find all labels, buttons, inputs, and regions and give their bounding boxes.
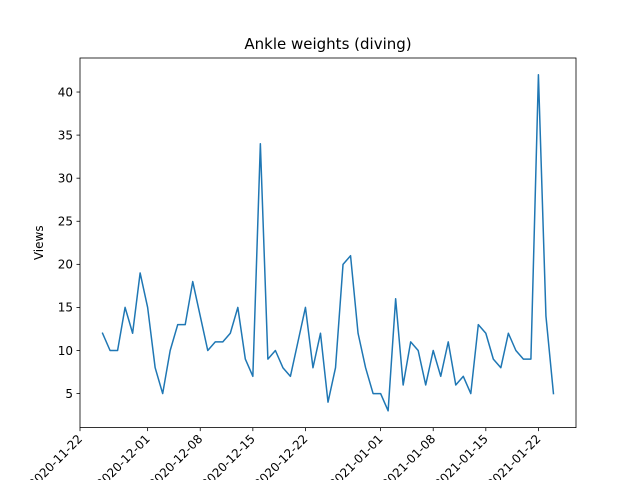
series-layer — [101, 74, 555, 412]
y-tick-label: 35 — [58, 128, 73, 142]
x-tick-label: 2021-01-08 — [379, 432, 438, 480]
plot-frame — [79, 57, 577, 429]
x-tick-label: 2021-01-15 — [432, 432, 491, 480]
x-tick-label: 2020-12-22 — [251, 432, 310, 480]
chart-title: Ankle weights (diving) — [244, 35, 411, 53]
x-tick-label: 2020-12-15 — [199, 432, 258, 480]
x-tick-label: 2020-11-22 — [26, 432, 85, 480]
x-tick-label: 2020-12-08 — [146, 432, 205, 480]
y-tick-label: 30 — [58, 171, 73, 185]
x-tick-label: 2021-01-01 — [327, 432, 386, 480]
x-tick-label: 2021-01-22 — [484, 432, 543, 480]
y-tick-label: 20 — [58, 258, 73, 272]
x-tick-label: 2020-12-01 — [94, 432, 153, 480]
x-axis-ticks: 2020-11-22 2020-12-012020-12-082020-12-15… — [26, 427, 544, 480]
y-tick-label: 15 — [58, 301, 73, 315]
y-axis-ticks: 5 10 15 20 25 30 35 40 — [58, 85, 80, 401]
y-tick-label: 5 — [65, 387, 73, 401]
y-tick-label: 25 — [58, 215, 73, 229]
y-tick-label: 40 — [58, 85, 73, 99]
plot-area — [80, 58, 576, 428]
y-axis-label: Views — [32, 225, 46, 260]
series-line — [101, 74, 555, 412]
y-tick-label: 10 — [58, 344, 73, 358]
